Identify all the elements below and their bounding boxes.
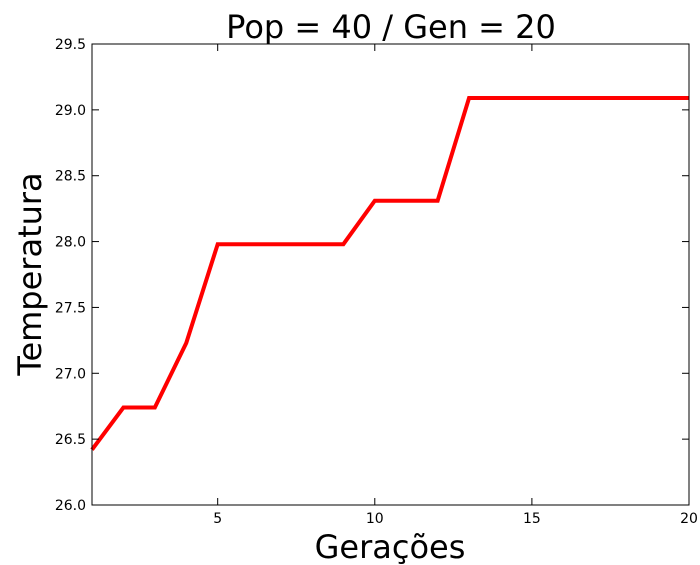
chart-title: Pop = 40 / Gen = 20 <box>226 8 556 46</box>
y-tick-label: 29.0 <box>55 103 86 119</box>
y-tick-label: 28.5 <box>55 169 86 185</box>
y-tick-label: 26.5 <box>55 432 86 448</box>
plot-frame <box>91 43 690 506</box>
y-tick-label: 27.5 <box>55 300 86 316</box>
y-tick-label: 29.5 <box>55 37 86 53</box>
y-tick-label: 27.0 <box>55 366 86 382</box>
y-tick-label: 26.0 <box>55 498 86 514</box>
x-tick-label: 10 <box>366 511 384 527</box>
y-tick-label: 28.0 <box>55 235 86 251</box>
y-axis-title: Temperatura <box>11 172 49 376</box>
x-tick-label: 15 <box>523 511 541 527</box>
plot-area: 5 10 15 20 26.0 26.5 27.0 27.5 28.0 28.5 29.0 29.5 <box>55 37 698 527</box>
series-line-0 <box>90 96 689 451</box>
x-tick-label: 5 <box>213 511 222 527</box>
x-axis-title: Gerações <box>315 528 466 565</box>
x-tick-label: 20 <box>680 511 698 527</box>
